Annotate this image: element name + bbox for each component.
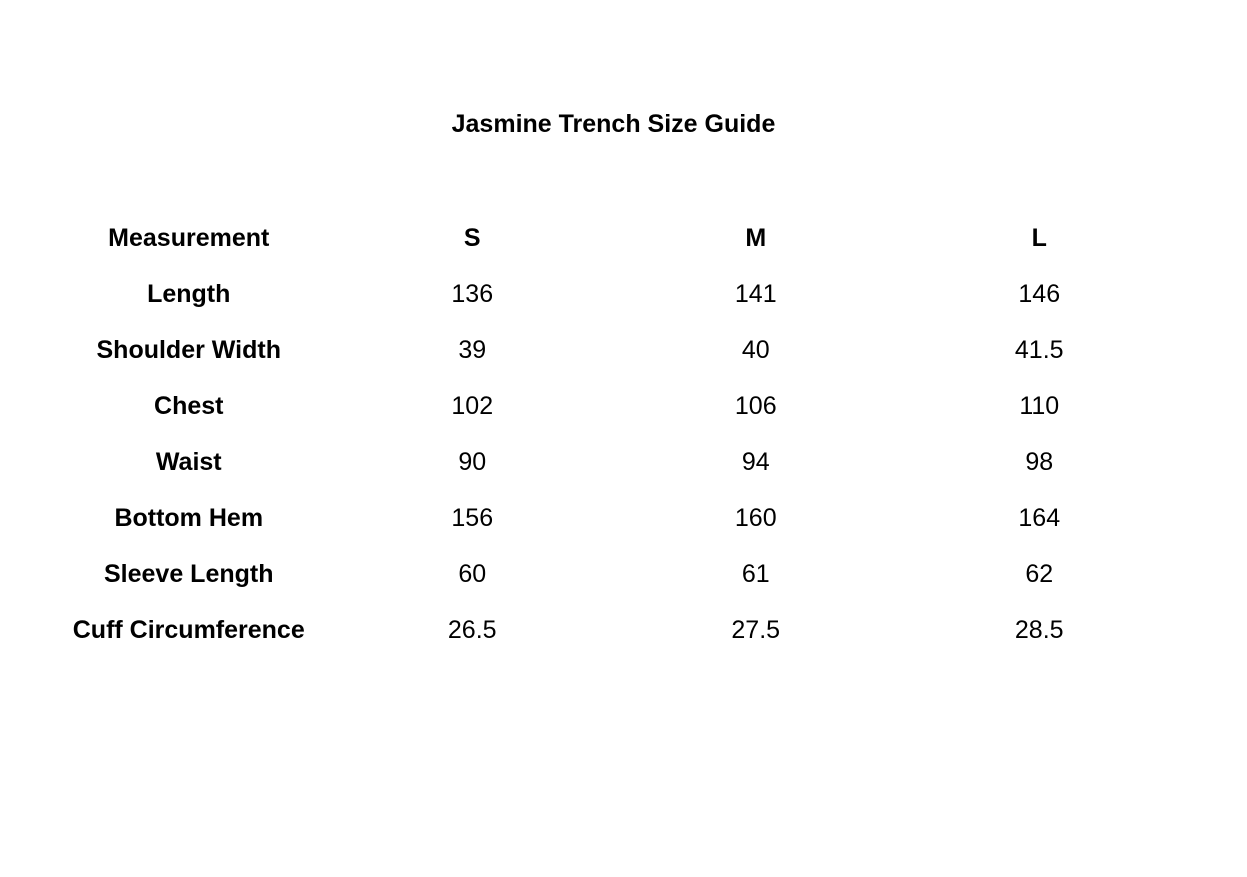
page-title: Jasmine Trench Size Guide: [451, 110, 776, 138]
cell-value-m: 94: [741, 448, 770, 476]
cell-value-s: 26.5: [447, 616, 497, 644]
row-label: Shoulder Width: [96, 336, 281, 364]
header-measurement: Measurement: [108, 224, 270, 252]
row-label: Sleeve Length: [104, 560, 274, 588]
table-row: Sleeve Length 60 61 62: [47, 546, 1181, 602]
cell-value-m: 141: [734, 280, 777, 308]
cell-value-s: 90: [458, 448, 487, 476]
row-label: Bottom Hem: [114, 504, 264, 532]
row-label: Chest: [154, 392, 224, 420]
table-row: Bottom Hem 156 160 164: [47, 490, 1181, 546]
table-row: Length 136 141 146: [47, 266, 1181, 322]
cell-value-m: 106: [734, 392, 777, 420]
table-row: Shoulder Width 39 40 41.5: [47, 322, 1181, 378]
cell-value-l: 41.5: [1014, 336, 1064, 364]
cell-value-l: 28.5: [1014, 616, 1064, 644]
table-row: Waist 90 94 98: [47, 434, 1181, 490]
cell-value-m: 27.5: [731, 616, 781, 644]
cell-value-l: 164: [1018, 504, 1061, 532]
cell-value-s: 136: [451, 280, 494, 308]
cell-value-s: 102: [451, 392, 494, 420]
table-row: Chest 102 106 110: [47, 378, 1181, 434]
size-guide-table: Measurement S M L Length 136 141 146 Shoulde…: [47, 210, 1181, 658]
cell-value-s: 60: [458, 560, 487, 588]
row-label: Cuff Circumference: [72, 616, 305, 644]
cell-value-m: 61: [741, 560, 770, 588]
header-size-m: M: [745, 224, 767, 252]
header-size-s: S: [463, 224, 481, 252]
cell-value-l: 146: [1018, 280, 1061, 308]
header-row: Measurement S M L: [47, 210, 1181, 266]
header-size-l: L: [1031, 224, 1047, 252]
cell-value-l: 110: [1019, 392, 1060, 420]
cell-value-m: 160: [734, 504, 777, 532]
cell-value-s: 156: [451, 504, 494, 532]
row-label: Length: [147, 280, 231, 308]
table-row: Cuff Circumference 26.5 27.5 28.5: [47, 602, 1181, 658]
row-label: Waist: [155, 448, 222, 476]
cell-value-m: 40: [741, 336, 770, 364]
cell-value-s: 39: [458, 336, 487, 364]
cell-value-l: 98: [1025, 448, 1054, 476]
cell-value-l: 62: [1025, 560, 1054, 588]
